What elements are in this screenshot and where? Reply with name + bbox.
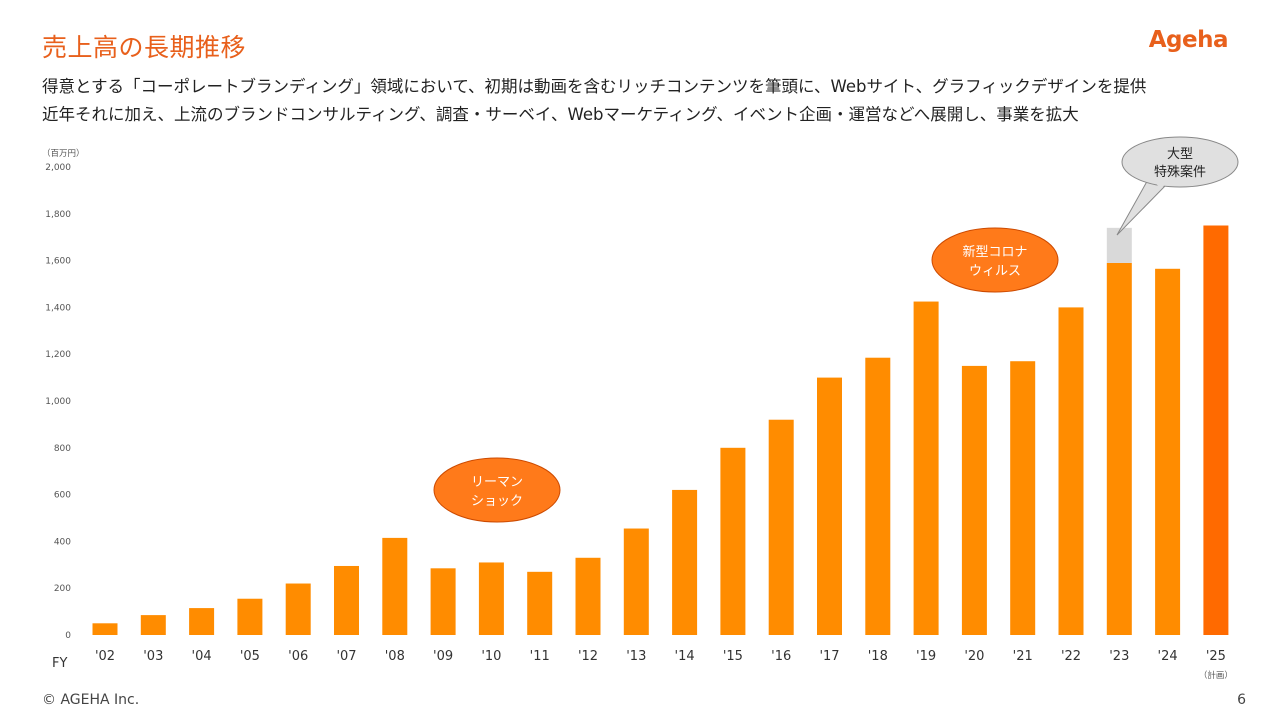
- x-tick-label: '09: [433, 649, 453, 664]
- annotation-text: 新型コロナ: [962, 244, 1027, 260]
- bar: [865, 357, 891, 635]
- bar: [817, 377, 842, 635]
- x-tick-label: '17: [819, 649, 839, 664]
- callout-bubble: [1121, 136, 1239, 188]
- bar: [334, 565, 359, 635]
- x-tick-label: '05: [240, 649, 260, 664]
- annotation-bubble: [931, 227, 1059, 293]
- y-tick-label: 400: [54, 537, 71, 547]
- x-tick-label: '23: [1109, 649, 1129, 664]
- x-tick-label: '21: [1013, 649, 1033, 664]
- subtitle-line-2: 近年それに加え、上流のブランドコンサルティング、調査・サーベイ、Webマーケティ…: [42, 105, 1079, 124]
- x-tick-label: '04: [192, 649, 212, 664]
- bar: [1155, 268, 1181, 635]
- bar: [430, 568, 456, 635]
- bar: [478, 562, 504, 635]
- y-tick-label: 1,600: [45, 257, 71, 267]
- y-tick-label: 800: [54, 444, 71, 454]
- bar: [768, 419, 794, 635]
- bar: [382, 537, 408, 635]
- x-tick-label: '14: [675, 649, 695, 664]
- x-tick-label: '15: [723, 649, 743, 664]
- x-tick-label: '22: [1061, 649, 1081, 664]
- bar: [961, 365, 987, 635]
- x-tick-label: '18: [868, 649, 888, 664]
- y-tick-label: 1,200: [45, 350, 71, 360]
- y-tick-label: 0: [65, 631, 71, 641]
- annotation-bubble: [433, 457, 561, 523]
- y-tick-label: 1,000: [45, 397, 71, 407]
- bar: [189, 608, 215, 635]
- bar-special-segment: [1106, 227, 1132, 263]
- callout-text: 大型: [1167, 147, 1193, 162]
- annotation-text: リーマン: [471, 475, 523, 490]
- y-tick-label: 600: [54, 491, 71, 501]
- x-tick-label: '07: [336, 649, 356, 664]
- x-tick-label: '06: [288, 649, 308, 664]
- bar: [92, 623, 118, 635]
- callout-seam: [1151, 178, 1167, 188]
- page-number: 6: [1237, 692, 1246, 708]
- ageha-logo: Ageha: [1148, 27, 1229, 53]
- y-tick-label: 2,000: [45, 163, 71, 173]
- x-tick-label: '08: [385, 649, 405, 664]
- annotation-text: ウィルス: [969, 264, 1021, 279]
- bar: [1058, 307, 1084, 635]
- bar: [623, 528, 649, 635]
- x-tick-label: '19: [916, 649, 936, 664]
- y-unit-label: （百万円）: [42, 148, 85, 159]
- bar: [913, 301, 939, 635]
- bar: [140, 615, 166, 635]
- x-tick-label: '12: [578, 649, 598, 664]
- x-axis-label: FY: [52, 656, 67, 671]
- bar: [527, 571, 553, 635]
- page-title: 売上高の長期推移: [42, 33, 247, 62]
- x-tick-label: '16: [771, 649, 791, 664]
- y-tick-label: 200: [54, 584, 71, 594]
- bar: [1010, 361, 1036, 635]
- callout-text: 特殊案件: [1154, 165, 1206, 180]
- bar: [720, 447, 746, 635]
- bar: [575, 557, 601, 635]
- x-tick-label: '25: [1206, 649, 1226, 664]
- bar: [1106, 262, 1132, 635]
- bar: [1203, 225, 1229, 635]
- x-tick-label: '02: [95, 649, 115, 664]
- y-tick-label: 1,400: [45, 303, 71, 313]
- plan-note: （計画）: [1199, 670, 1233, 681]
- annotation-text: ショック: [471, 494, 523, 509]
- x-tick-label: '11: [530, 649, 550, 664]
- x-tick-label: '24: [1158, 649, 1178, 664]
- x-tick-label: '03: [143, 649, 163, 664]
- copyright: © AGEHA Inc.: [42, 692, 140, 708]
- x-tick-label: '20: [964, 649, 984, 664]
- x-tick-label: '13: [626, 649, 646, 664]
- bar: [237, 598, 263, 635]
- subtitle-line-1: 得意とする「コーポレートブランディング」領域において、初期は動画を含むリッチコン…: [42, 77, 1147, 96]
- bar: [285, 583, 311, 635]
- y-tick-label: 1,800: [45, 210, 71, 220]
- bar: [672, 489, 698, 635]
- x-tick-label: '10: [481, 649, 501, 664]
